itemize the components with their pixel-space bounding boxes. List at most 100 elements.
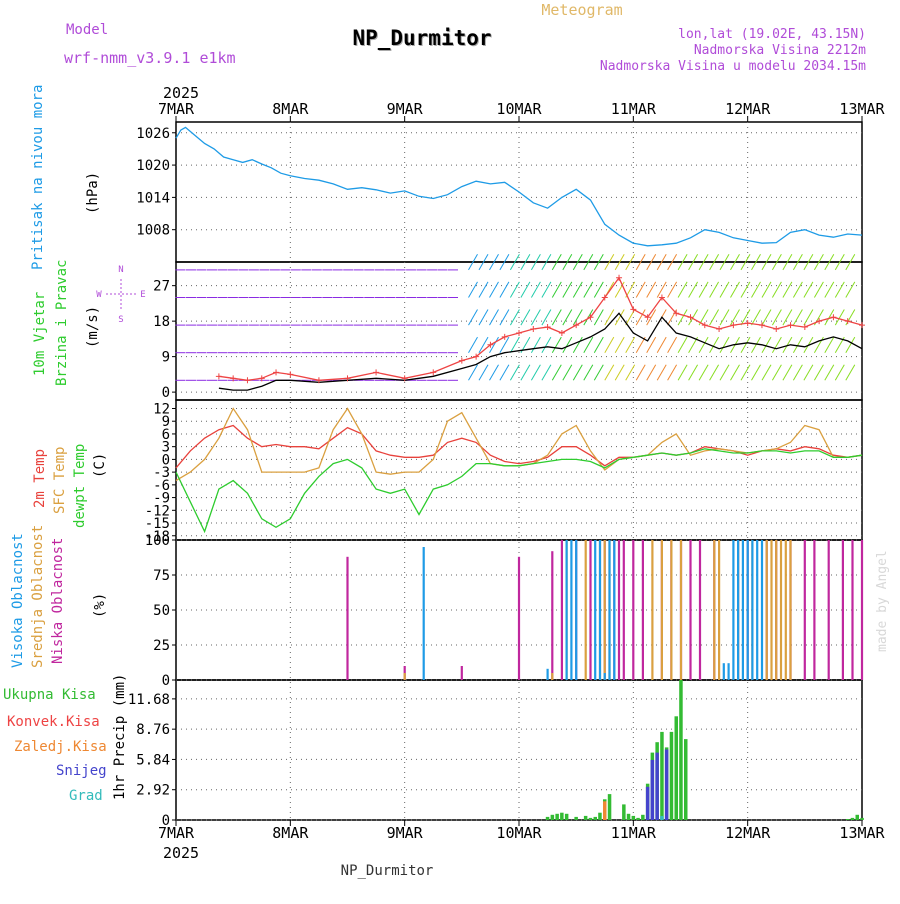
wind-arrow	[709, 364, 720, 381]
altitude-text: Nadmorska Visina 2212m	[694, 43, 866, 58]
clouds-low_cloud-bar	[803, 540, 806, 680]
clouds-high_cloud-bar	[756, 540, 759, 680]
precip-total_precip-bar	[855, 814, 859, 820]
wind-arrow	[551, 309, 562, 326]
precip-total_precip-bar	[669, 731, 674, 820]
clouds-low_cloud-bar	[851, 540, 854, 680]
temperature-temp2m-line	[175, 424, 863, 469]
clouds-low_cloud-bar	[813, 540, 816, 680]
clouds-high_cloud-bar	[746, 540, 749, 680]
wind-barbs	[175, 254, 856, 381]
clouds-ytick-label: 25	[153, 638, 170, 654]
wind-arrow	[751, 281, 761, 298]
clouds-high_cloud-bar	[565, 540, 568, 680]
clouds-mid_cloud-bar	[670, 540, 673, 680]
precip-legend-total: Ukupna Kisa	[3, 687, 96, 703]
wind-arrow	[719, 281, 730, 298]
wind-gust-marker	[273, 369, 280, 376]
clouds-mid_cloud-bar	[779, 540, 783, 680]
wind-arrow	[845, 281, 856, 298]
wind-arrow	[656, 254, 667, 271]
temperature-ytick-label: 12	[153, 401, 170, 417]
wind-arrow	[478, 309, 489, 326]
pressure-unit: (hPa)	[85, 172, 101, 214]
wind-arrow	[583, 281, 594, 298]
precip-total_precip-bar	[631, 815, 636, 820]
wind-arrow	[572, 336, 583, 353]
wind-gust-marker	[701, 322, 708, 329]
temperature-ytick-label: -3	[153, 465, 170, 481]
temperature-ytick-label: 3	[162, 440, 170, 456]
pressure-series-line	[175, 126, 863, 247]
wind-gust-marker	[787, 322, 794, 329]
chart-marks	[175, 126, 865, 820]
wind-gust-marker	[258, 375, 265, 382]
wind-arrow	[740, 281, 751, 298]
wind-arrow	[593, 254, 604, 271]
wind-arrow	[562, 336, 573, 353]
wind-gust-marker	[658, 294, 665, 301]
wind-gust-marker	[430, 369, 437, 376]
wind-arrow	[824, 281, 835, 298]
time-tick-label-bottom: 8MAR	[272, 824, 309, 842]
wind-arrow	[782, 364, 793, 381]
clouds-mid_cloud-bar	[584, 540, 587, 680]
precip-total_precip-bar	[555, 813, 559, 820]
cloud-label-b: Srednja Oblacnost	[30, 525, 46, 668]
wind-arrow	[761, 364, 772, 381]
wind-arrow	[771, 309, 782, 326]
wind-arrow	[614, 281, 625, 298]
wind-arrow	[656, 336, 667, 353]
time-tick-label-bottom: 9MAR	[387, 824, 424, 842]
wind-arrow	[771, 364, 782, 381]
precip-total_precip-bar	[545, 816, 550, 820]
wind-arrow	[813, 254, 824, 271]
clouds-mid_cloud-bar	[713, 540, 716, 680]
wind-gust-marker	[673, 310, 680, 317]
wind-arrow	[761, 281, 772, 298]
wind-arrow	[604, 309, 615, 326]
compass-s: S	[118, 315, 123, 325]
wind-arrow	[709, 281, 720, 298]
wind-arrow	[677, 281, 688, 298]
wind-arrow	[625, 364, 636, 381]
wind-gust-marker	[773, 326, 780, 333]
clouds-mid_cloud-bar	[770, 540, 773, 680]
wind-arrow	[625, 336, 636, 353]
precip-total_precip-bar	[679, 680, 683, 820]
cloud-unit: (%)	[92, 593, 108, 618]
wind-arrow	[593, 336, 604, 353]
pressure-ytick-label: 1026	[136, 126, 170, 142]
wind-arrow	[509, 309, 520, 326]
wind-arrow	[499, 281, 510, 298]
wind-gust-marker	[501, 333, 508, 340]
compass-e: E	[140, 290, 145, 300]
wind-arrow	[499, 254, 510, 271]
wind-arrow	[834, 254, 845, 271]
pressure-label: Pritisak na nivou mora	[30, 85, 46, 270]
precip-graupel-bar	[660, 815, 664, 820]
wind-arrow	[562, 309, 573, 326]
wind-gust-marker	[458, 357, 465, 364]
wind-gust-marker	[544, 324, 551, 331]
wind-arrow	[751, 309, 761, 326]
wind-arrow	[845, 336, 856, 353]
clouds-high_cloud-bar	[546, 668, 549, 680]
temperature-ytick-label: 0	[162, 452, 170, 468]
wind-ytick-label: 0	[162, 385, 170, 401]
wind-arrow	[499, 364, 510, 381]
clouds-mid_cloud-bar	[775, 540, 778, 680]
wind-arrow	[562, 364, 573, 381]
precip-total_precip-bar	[583, 815, 588, 820]
wind-arrow	[824, 309, 835, 326]
precip-snow-bar	[655, 752, 659, 820]
wind-arrow	[656, 364, 667, 381]
wind-arrow	[468, 364, 478, 381]
wind-gust-marker	[744, 320, 751, 327]
clouds-mid_cloud-bar	[403, 673, 406, 680]
wind-gust-marker	[287, 371, 294, 378]
clouds-low_cloud-bar	[641, 540, 644, 680]
wind-arrow	[803, 254, 814, 271]
wind-arrow	[646, 364, 657, 381]
wind-arrow	[730, 254, 740, 271]
